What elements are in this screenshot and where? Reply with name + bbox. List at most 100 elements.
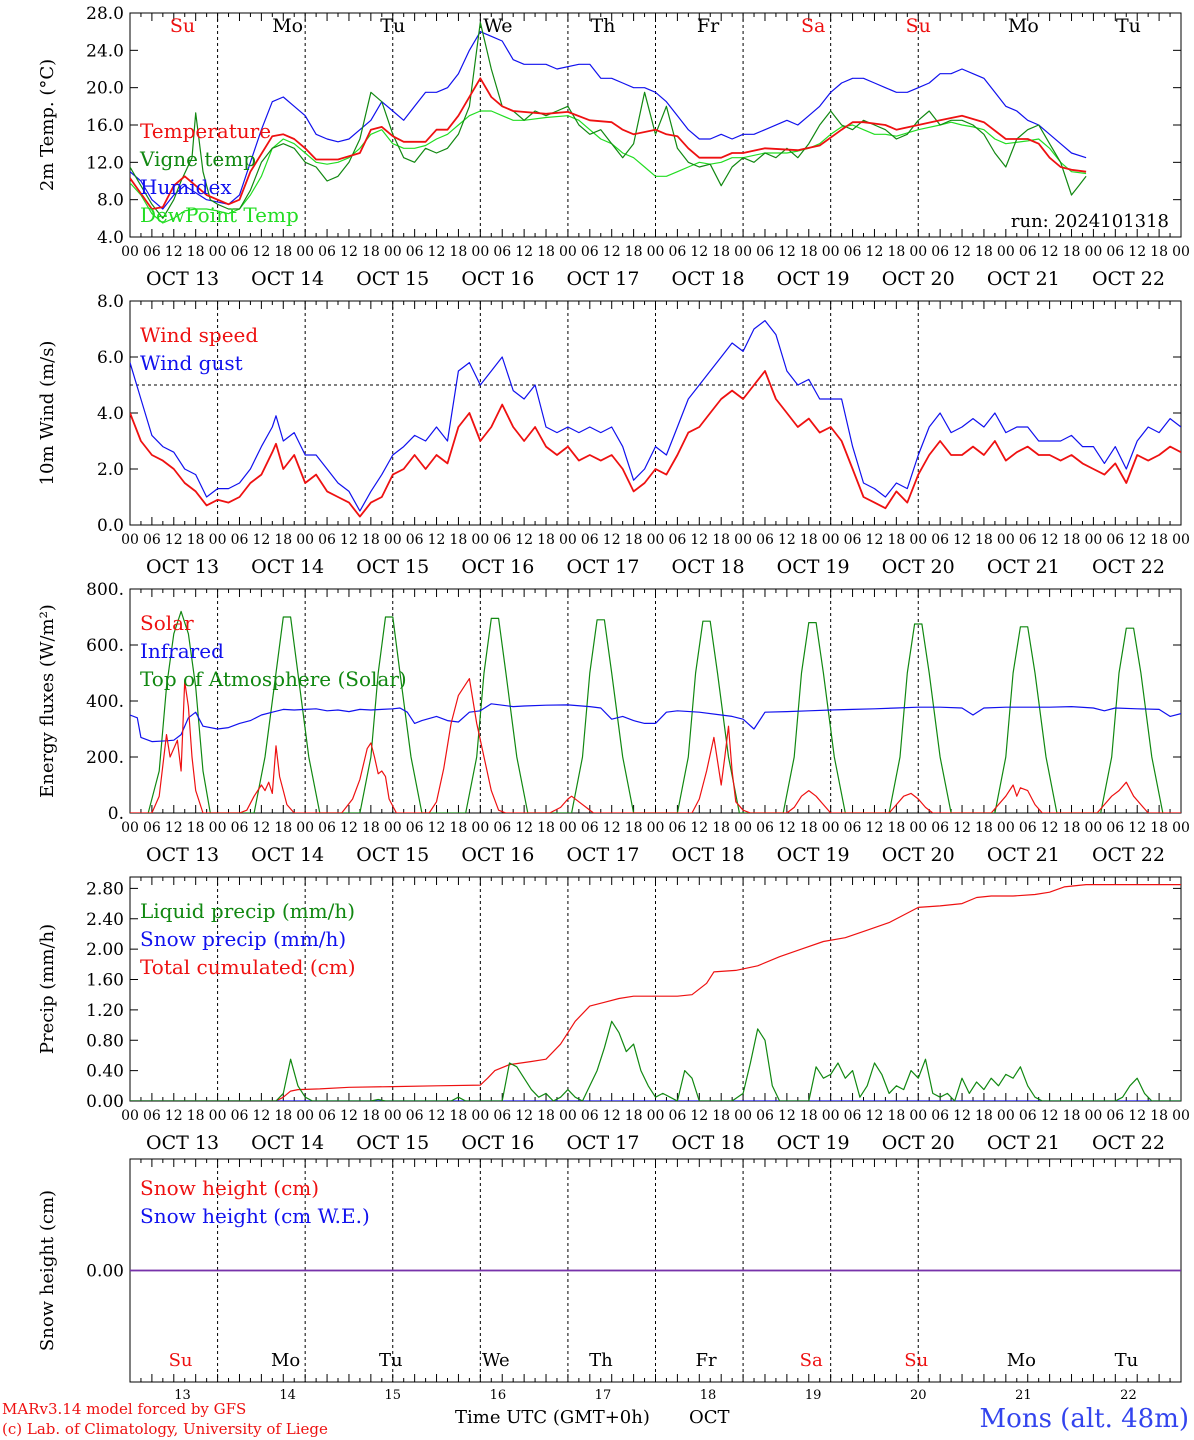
hour-tick-label: 06 <box>231 244 249 260</box>
hour-tick-label: 00 <box>997 244 1015 260</box>
y-tick-label: 4.0 <box>97 228 124 248</box>
hour-tick-label: 06 <box>844 820 862 836</box>
date-label: OCT 13 <box>146 1132 219 1154</box>
date-label: OCT 18 <box>672 556 745 578</box>
date-label: OCT 20 <box>882 844 955 866</box>
hour-tick-label: 18 <box>887 1108 905 1124</box>
weekday-label: Sa <box>801 15 825 37</box>
run-annotation: run: 2024101318 <box>1011 211 1169 232</box>
hour-tick-label: 06 <box>143 1108 161 1124</box>
hour-tick-label: 12 <box>515 532 533 548</box>
weekday-label: We <box>482 1350 510 1371</box>
y-tick-label: 0. <box>108 804 124 824</box>
hour-tick-label: 06 <box>231 820 249 836</box>
y-tick-label: 8.0 <box>97 191 124 211</box>
hour-tick-label: 12 <box>1041 1108 1059 1124</box>
hour-tick-label: 00 <box>909 532 927 548</box>
hour-tick-label: 12 <box>1128 820 1146 836</box>
y-tick-label: 2.0 <box>97 460 124 480</box>
day-number-label: 16 <box>490 1388 507 1403</box>
hour-tick-label: 06 <box>931 532 949 548</box>
series-group <box>130 21 1087 224</box>
hour-tick-label: 18 <box>187 1108 205 1124</box>
y-tick-label: 600. <box>86 636 124 656</box>
hour-tick-label: 12 <box>866 820 884 836</box>
hour-tick-label: 12 <box>252 244 270 260</box>
legend-entry: Solar <box>140 611 194 635</box>
hour-tick-label: 12 <box>866 244 884 260</box>
hour-tick-label: 18 <box>1063 1108 1081 1124</box>
y-axis-label: Snow height (cm) <box>37 1190 58 1351</box>
date-label: OCT 22 <box>1092 268 1165 290</box>
hour-tick-label: 18 <box>450 532 468 548</box>
date-label: OCT 16 <box>461 556 534 578</box>
date-label: OCT 17 <box>566 844 639 866</box>
date-label: OCT 16 <box>461 844 534 866</box>
hour-tick-label: 06 <box>668 532 686 548</box>
hour-tick-label: 06 <box>406 244 424 260</box>
hour-tick-label: 12 <box>603 532 621 548</box>
y-tick-label: 28.0 <box>86 4 124 24</box>
hour-tick-label: 18 <box>625 244 643 260</box>
y-axis-label: Energy fluxes (W/m²) <box>37 604 58 798</box>
hour-tick-label: 12 <box>340 244 358 260</box>
hour-tick-label: 18 <box>450 820 468 836</box>
date-label: OCT 14 <box>251 556 324 578</box>
series-group <box>130 320 1181 518</box>
hour-tick-label: 18 <box>712 244 730 260</box>
hour-tick-label: 00 <box>822 820 840 836</box>
hour-tick-label: 18 <box>187 820 205 836</box>
hour-tick-label: 06 <box>493 532 511 548</box>
weekday-label: Mo <box>272 15 303 37</box>
hour-tick-label: 00 <box>471 244 489 260</box>
weekday-label: Sa <box>800 1350 823 1371</box>
date-label: OCT 18 <box>672 1132 745 1154</box>
hour-tick-label: 12 <box>603 1108 621 1124</box>
hour-tick-label: 00 <box>559 244 577 260</box>
station-label: Mons (alt. 48m) <box>980 1404 1189 1434</box>
hour-tick-label: 00 <box>121 820 139 836</box>
hour-tick-label: 18 <box>1063 244 1081 260</box>
hour-tick-label: 18 <box>274 532 292 548</box>
hour-tick-label: 12 <box>1128 532 1146 548</box>
date-label: OCT 14 <box>251 844 324 866</box>
legend-entry: Infrared <box>140 639 224 663</box>
hour-tick-label: 00 <box>1085 532 1103 548</box>
hour-tick-label: 06 <box>231 532 249 548</box>
hour-tick-label: 06 <box>231 1108 249 1124</box>
y-tick-label: 6.0 <box>97 348 124 368</box>
y-tick-label: 24.0 <box>86 41 124 61</box>
hour-tick-label: 00 <box>1085 244 1103 260</box>
hour-tick-label: 18 <box>1150 1108 1168 1124</box>
hour-tick-label: 06 <box>493 1108 511 1124</box>
day-number-label: 19 <box>805 1388 822 1403</box>
y-tick-label: 0.00 <box>86 1092 124 1112</box>
series-line-temperature <box>130 77 1087 210</box>
date-label: OCT 20 <box>882 268 955 290</box>
date-label: OCT 22 <box>1092 556 1165 578</box>
date-label: OCT 18 <box>672 844 745 866</box>
y-tick-label: 4.0 <box>97 404 124 424</box>
hour-tick-label: 18 <box>887 820 905 836</box>
hour-tick-label: 12 <box>428 244 446 260</box>
date-label: OCT 20 <box>882 1132 955 1154</box>
series-line-top-of-atmosphere-solar <box>147 610 1164 813</box>
hour-tick-label: 00 <box>209 532 227 548</box>
weekday-label: Su <box>904 1350 928 1371</box>
hour-tick-label: 06 <box>756 820 774 836</box>
hour-tick-label: 12 <box>340 1108 358 1124</box>
date-label: OCT 19 <box>777 268 850 290</box>
hour-tick-label: 06 <box>844 244 862 260</box>
hour-tick-label: 00 <box>559 532 577 548</box>
hour-tick-label: 00 <box>1085 1108 1103 1124</box>
hour-tick-label: 18 <box>362 820 380 836</box>
hour-tick-label: 12 <box>428 532 446 548</box>
hour-tick-label: 00 <box>209 1108 227 1124</box>
hour-tick-label: 12 <box>690 532 708 548</box>
series-group <box>130 884 1181 1101</box>
hour-tick-label: 00 <box>647 820 665 836</box>
y-tick-label: 16.0 <box>86 116 124 136</box>
day-number-label: 17 <box>595 1388 612 1403</box>
